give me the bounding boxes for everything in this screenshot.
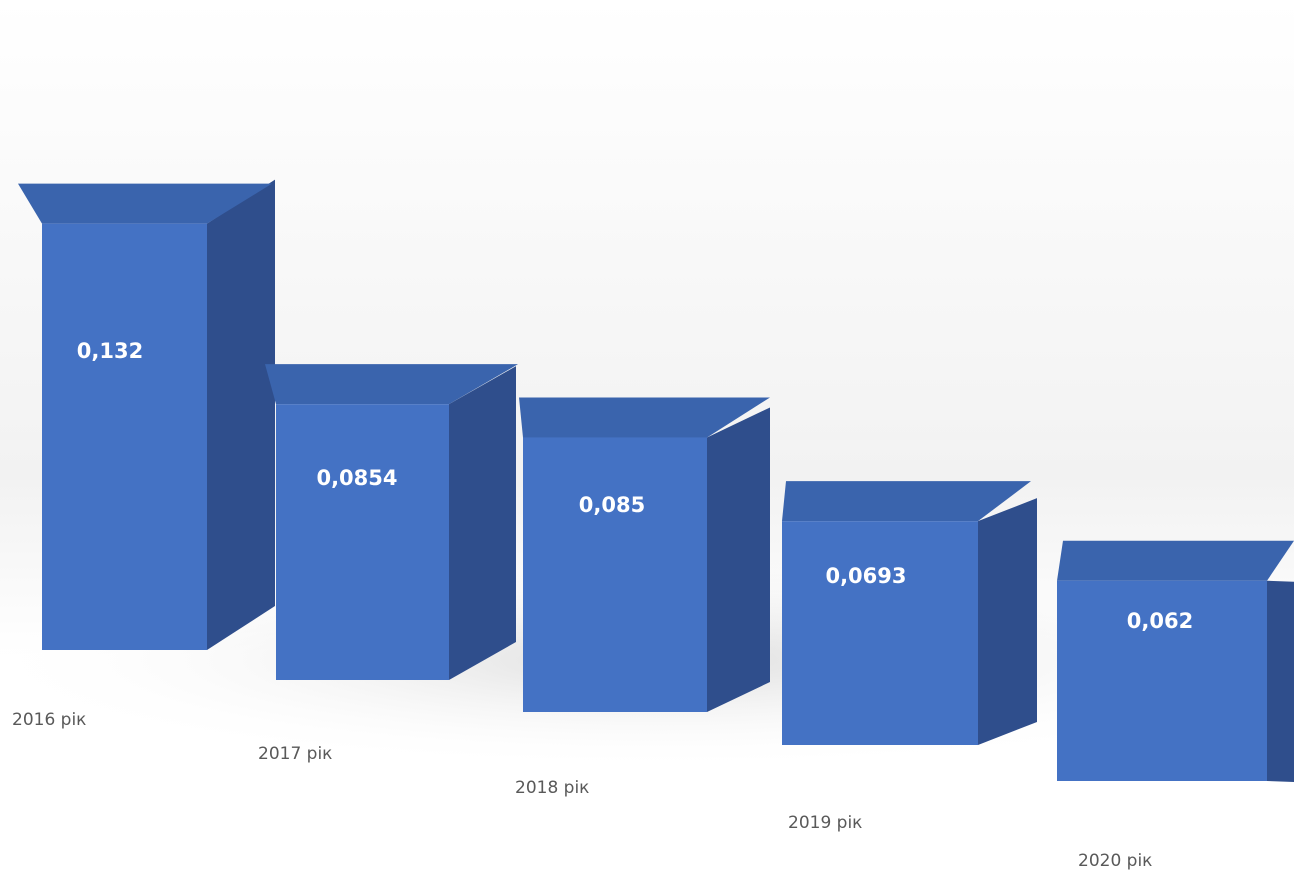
bar-1 xyxy=(18,179,275,650)
data-label: 0,062 xyxy=(1127,609,1193,633)
data-label: 0,132 xyxy=(77,339,143,363)
data-label: 0,0854 xyxy=(316,466,397,490)
category-label: 2017 рік xyxy=(258,744,332,764)
bar-top-face xyxy=(1057,540,1294,581)
bar-top-face xyxy=(265,364,518,405)
bar-front-face xyxy=(276,404,449,680)
bar-front-face xyxy=(523,437,707,712)
bar-front-face xyxy=(42,223,207,650)
category-label: 2016 рік xyxy=(12,710,86,730)
category-label: 2018 рік xyxy=(515,778,589,798)
bar-front-face xyxy=(782,521,978,745)
bar-2 xyxy=(265,364,518,680)
bar-4 xyxy=(782,481,1037,745)
bar-3 xyxy=(519,397,770,712)
data-label: 0,085 xyxy=(579,493,645,517)
data-label: 0,0693 xyxy=(825,564,906,588)
bar-top-face xyxy=(782,481,1031,522)
bar-5 xyxy=(1057,540,1294,782)
bar-side-face xyxy=(978,498,1037,745)
bar-side-face xyxy=(449,366,516,680)
category-label: 2019 рік xyxy=(788,813,862,833)
bar-side-face xyxy=(207,179,275,650)
bar-side-face xyxy=(1267,580,1294,782)
bar-front-face xyxy=(1057,580,1267,781)
category-label: 2020 рік xyxy=(1078,851,1152,871)
bar-top-face xyxy=(18,183,272,224)
bar-top-face xyxy=(519,397,770,438)
bar-side-face xyxy=(707,407,770,712)
